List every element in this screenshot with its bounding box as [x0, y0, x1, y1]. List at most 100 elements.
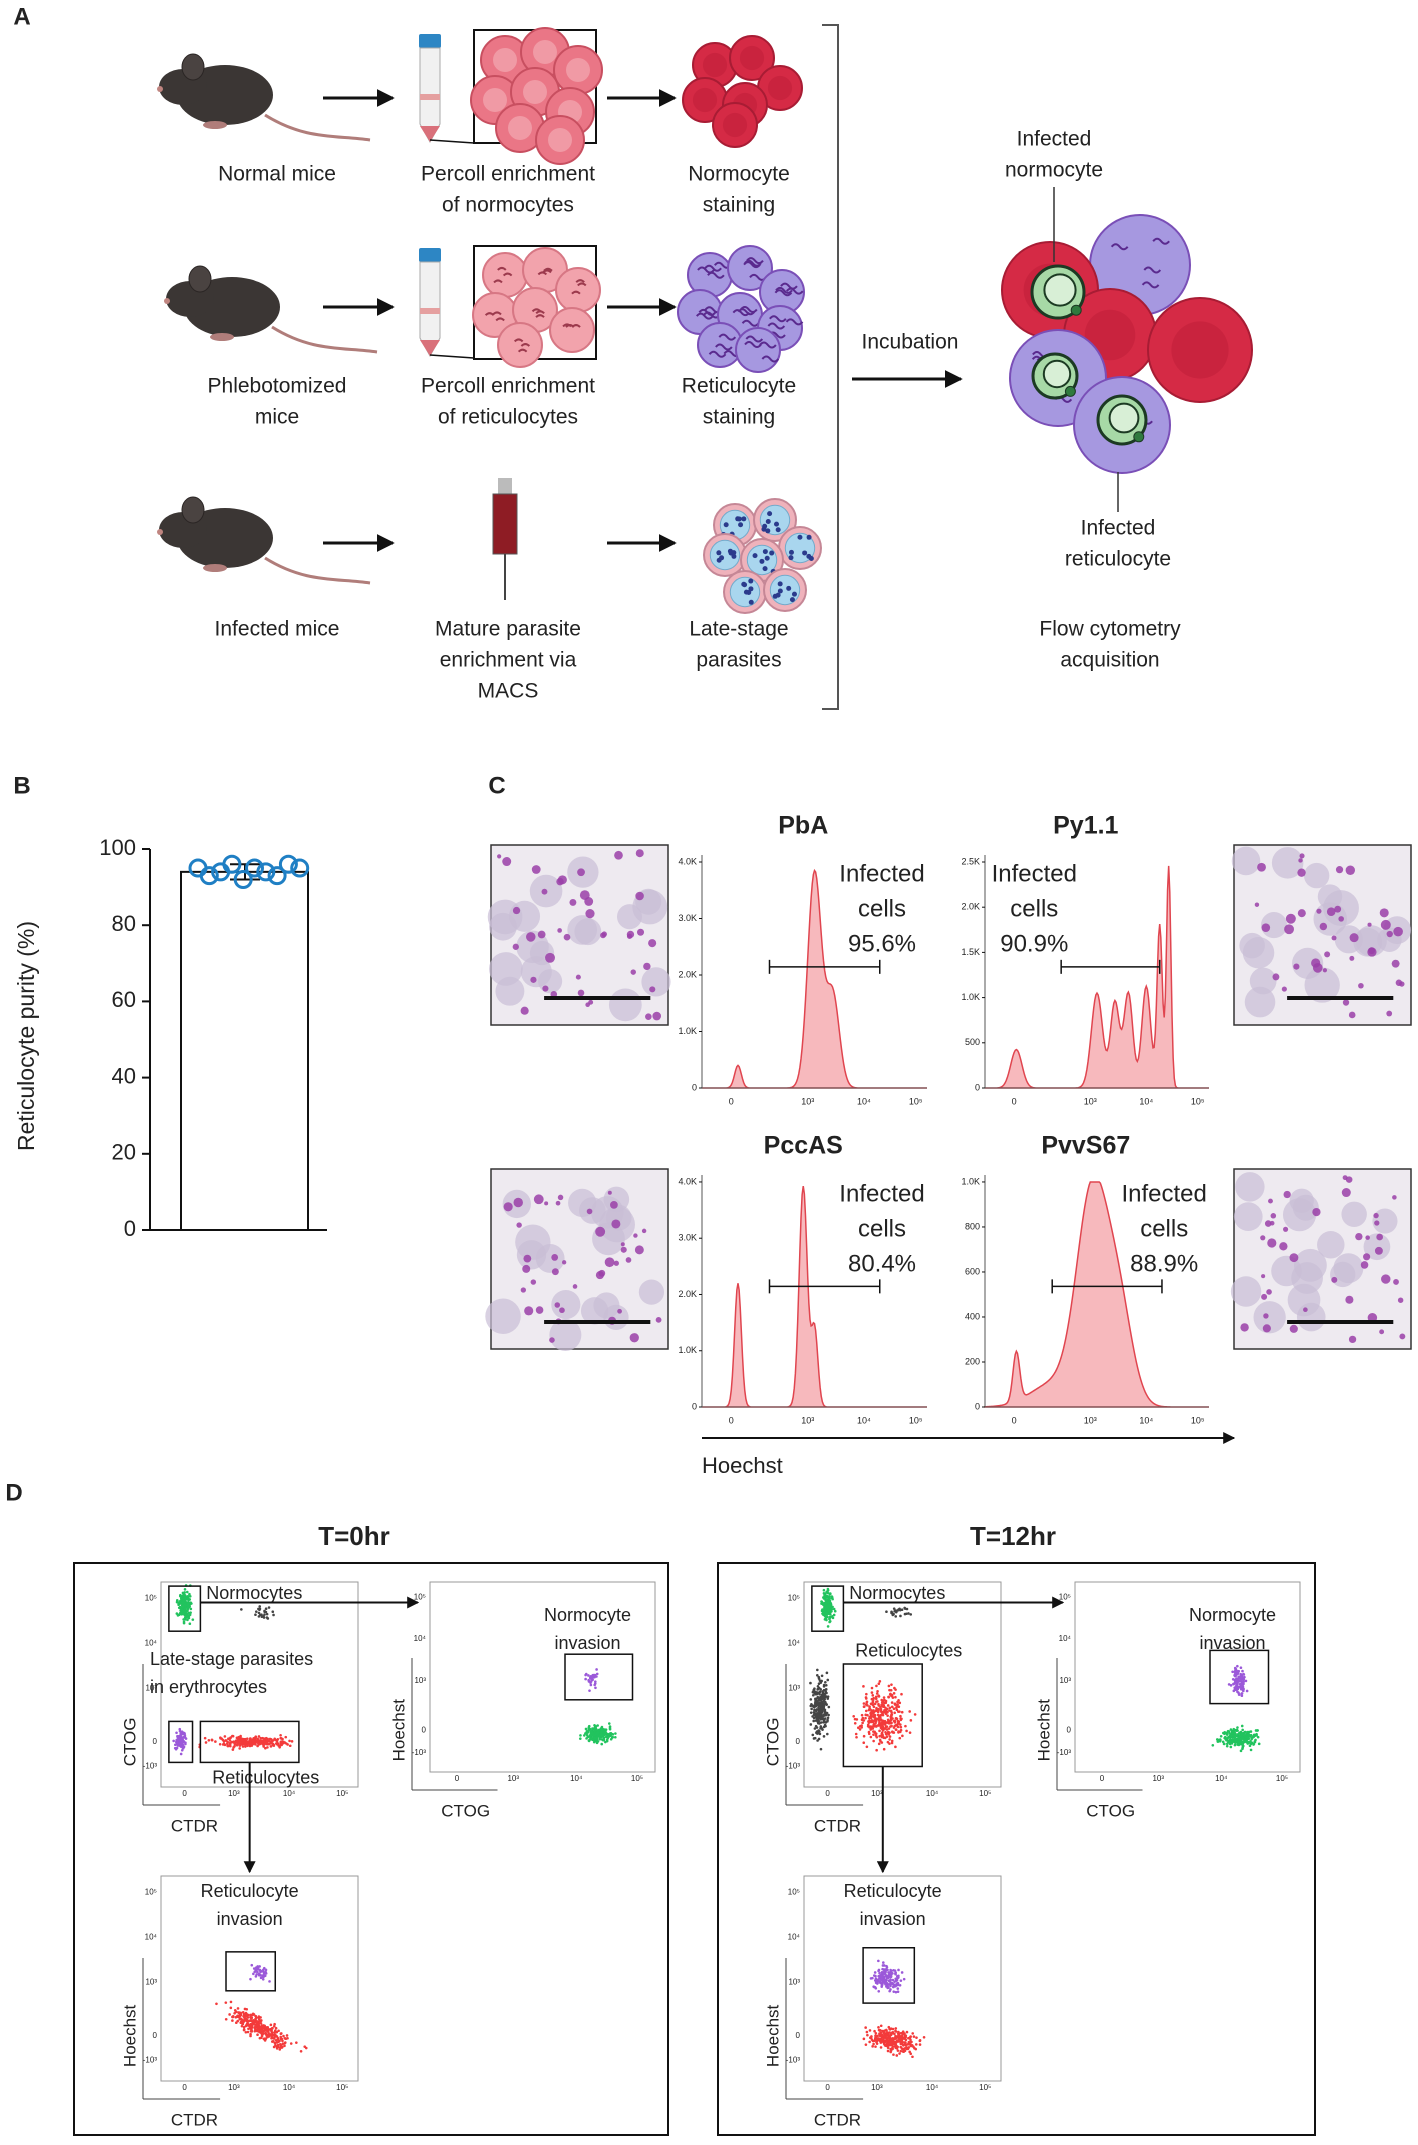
event [282, 2034, 285, 2038]
event [878, 1719, 881, 1723]
event [873, 1722, 876, 1726]
event [894, 1615, 898, 1618]
event [879, 1715, 882, 1719]
event [251, 1739, 255, 1743]
event [252, 2019, 255, 2022]
micrograph-parasite [1299, 853, 1305, 859]
event [595, 1672, 599, 1676]
event [869, 1711, 873, 1714]
event [257, 2018, 261, 2021]
event [249, 2034, 252, 2038]
micrograph-cell [574, 918, 602, 946]
event [578, 1737, 582, 1740]
micrograph-parasite [1285, 913, 1296, 924]
event [252, 1972, 255, 1976]
retic-rna [744, 259, 762, 267]
event [1246, 1736, 1250, 1740]
event [902, 1977, 906, 1981]
micrograph-parasite [1345, 1176, 1353, 1183]
event [822, 1735, 826, 1738]
retic-rna [698, 308, 717, 316]
event [1246, 1730, 1249, 1734]
label: staining [703, 406, 775, 429]
event [860, 1713, 864, 1717]
micrograph-parasite [542, 985, 549, 992]
micrograph-parasite [524, 1306, 534, 1316]
event [900, 2041, 904, 2045]
event [894, 2029, 897, 2033]
event [888, 2031, 891, 2034]
event [260, 2033, 264, 2037]
event [288, 1739, 291, 1743]
event [241, 1745, 245, 1748]
gate [564, 1653, 634, 1701]
label: 10⁵ [1191, 1096, 1205, 1106]
event [826, 1697, 830, 1700]
micrograph-cell [1303, 862, 1330, 889]
micrograph-parasite [1380, 919, 1391, 930]
event [865, 1745, 869, 1749]
event [866, 1704, 869, 1707]
label: Reticulocyte [844, 1881, 942, 1901]
event [901, 1734, 904, 1738]
label: 10⁵ [336, 2083, 348, 2092]
merozoite [736, 516, 742, 522]
event [229, 2000, 233, 2004]
micrograph-parasite [545, 952, 555, 963]
event [591, 1738, 594, 1742]
event [864, 1709, 868, 1713]
label: PvvS67 [1041, 1132, 1130, 1160]
event [251, 2026, 254, 2029]
mouse-tail [271, 325, 378, 354]
micrograph-parasite [1283, 1226, 1289, 1232]
retic-rna [493, 279, 503, 284]
event [889, 2027, 893, 2030]
label: CTDR [171, 1816, 218, 1835]
retic-rna [761, 355, 780, 363]
event [895, 2054, 899, 2057]
micrograph-parasite [649, 986, 656, 993]
event [823, 1700, 827, 1704]
event [894, 2027, 898, 2030]
event [887, 1695, 890, 1699]
micrograph-parasite [1261, 923, 1271, 932]
micrograph-cell [1372, 1208, 1398, 1234]
event [259, 1736, 262, 1740]
event [869, 1977, 873, 1980]
event [817, 1675, 821, 1679]
event [823, 1609, 827, 1613]
event [874, 1720, 878, 1723]
event [905, 1607, 909, 1611]
rbc-center [483, 88, 507, 112]
micrograph-parasite [595, 1271, 604, 1280]
event [1241, 1669, 1244, 1673]
event [583, 1734, 586, 1737]
event [874, 1724, 878, 1728]
retic-rna [744, 340, 762, 348]
micrograph-parasite [1298, 858, 1303, 863]
event [883, 1701, 887, 1705]
micrograph-cell [515, 1224, 551, 1260]
retic-rna [520, 343, 531, 347]
event [830, 1607, 834, 1611]
event [898, 1701, 902, 1705]
event [1237, 1685, 1240, 1689]
event [888, 2038, 892, 2041]
micrograph-cell [1239, 932, 1265, 959]
event [184, 1737, 188, 1740]
event [894, 2046, 898, 2050]
event [890, 2031, 894, 2034]
retic [549, 307, 595, 353]
label: Infected mice [215, 618, 340, 641]
event [827, 1595, 831, 1598]
event [812, 1693, 815, 1697]
rbc-center [566, 58, 590, 82]
event [889, 1984, 892, 1988]
micrograph-parasite [502, 857, 512, 867]
event [598, 1737, 601, 1741]
event [874, 2045, 877, 2048]
event [887, 1727, 891, 1730]
micrograph-cell [1296, 1302, 1326, 1332]
event [822, 1704, 826, 1708]
event [176, 1739, 180, 1742]
